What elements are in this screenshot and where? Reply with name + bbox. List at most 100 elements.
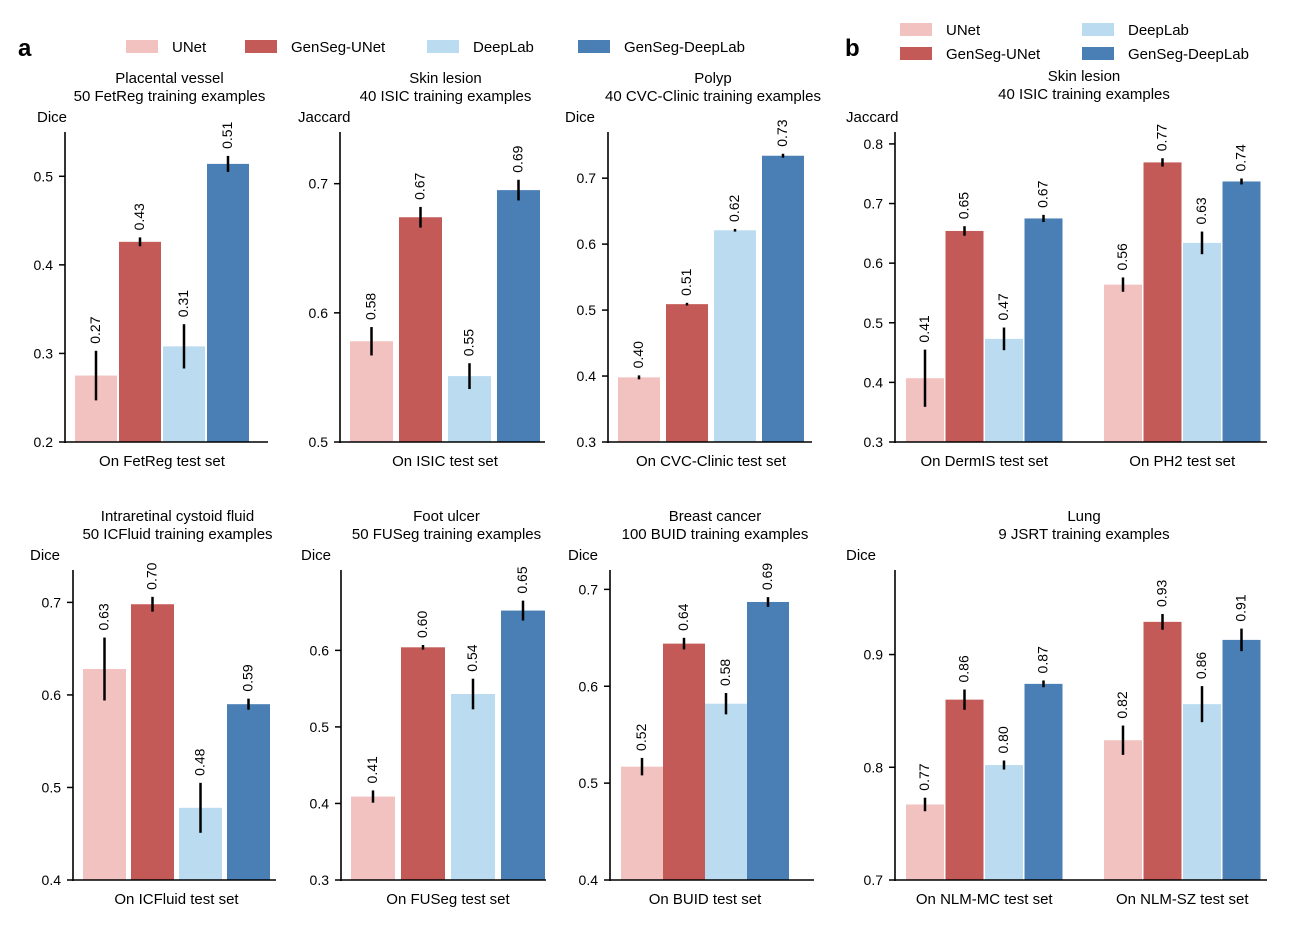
chart-subtitle: 50 FetReg training examples: [74, 88, 266, 105]
y-tick-label: 0.6: [309, 305, 329, 321]
chart-title: Skin lesion: [1048, 68, 1121, 85]
bar-genseg-deeplab: [501, 610, 545, 880]
data-label: 0.86: [1193, 652, 1209, 679]
data-label: 0.65: [956, 192, 972, 219]
data-label: 0.62: [726, 194, 742, 221]
legend-label: DeepLab: [473, 39, 534, 56]
legend-label: GenSeg-UNet: [946, 46, 1041, 63]
y-tick-label: 0.4: [310, 795, 330, 811]
legend-label: UNet: [946, 22, 981, 39]
chart-title: Placental vessel: [115, 70, 223, 87]
y-tick-label: 0.6: [864, 255, 884, 271]
legend-label: DeepLab: [1128, 22, 1189, 39]
bar-deeplab: [985, 765, 1023, 880]
y-axis-label: Dice: [565, 109, 595, 126]
bar-genseg-deeplab: [747, 601, 789, 880]
data-label: 0.41: [916, 315, 932, 342]
data-label: 0.65: [514, 566, 530, 593]
bar-unet: [351, 796, 395, 880]
data-label: 0.51: [219, 121, 235, 148]
data-label: 0.40: [630, 341, 646, 368]
bar-deeplab: [714, 230, 756, 442]
legend-a: UNet GenSeg-UNet DeepLab GenSeg-DeepLab: [126, 39, 745, 56]
data-label: 0.56: [1114, 243, 1130, 270]
legend-swatch: [900, 47, 932, 60]
data-label: 0.43: [131, 203, 147, 230]
chart-title: Polyp: [694, 70, 732, 87]
data-label: 0.74: [1233, 144, 1249, 171]
y-tick-label: 0.5: [577, 302, 597, 318]
x-axis-label: On BUID test set: [649, 891, 762, 908]
bar-genseg-unet: [945, 230, 984, 442]
bar-unet: [83, 669, 126, 880]
data-label: 0.80: [995, 726, 1011, 753]
legend-swatch: [1082, 23, 1114, 36]
panel-letter-b: b: [845, 35, 860, 62]
data-label: 0.69: [759, 563, 775, 590]
chart-title: Breast cancer: [669, 508, 762, 525]
bar-genseg-unet: [666, 304, 708, 442]
panel-letter-a: a: [18, 35, 32, 62]
y-axis-label: Dice: [37, 109, 67, 126]
chart-subtitle: 40 ISIC training examples: [998, 86, 1170, 103]
chart-title: Foot ulcer: [413, 508, 480, 525]
data-label: 0.67: [1035, 180, 1051, 207]
x-axis-label: On NLM-MC test set: [916, 891, 1054, 908]
data-label: 0.48: [192, 748, 208, 775]
y-axis-label: Dice: [846, 547, 876, 564]
data-label: 0.67: [412, 172, 428, 199]
y-tick-label: 0.3: [577, 434, 597, 450]
chart-subtitle: 40 ISIC training examples: [360, 88, 532, 105]
data-label: 0.77: [1154, 124, 1170, 151]
y-tick-label: 0.3: [310, 872, 330, 888]
x-axis-label: On NLM-SZ test set: [1116, 891, 1249, 908]
y-tick-label: 0.5: [579, 775, 599, 791]
chart-title: Intraretinal cystoid fluid: [101, 508, 254, 525]
legend-swatch: [1082, 47, 1114, 60]
data-label: 0.77: [916, 763, 932, 790]
bar-genseg-unet: [401, 647, 445, 880]
y-tick-label: 0.9: [864, 647, 884, 663]
data-label: 0.55: [461, 329, 477, 356]
bar-deeplab: [451, 694, 495, 880]
bar-unet: [1104, 284, 1142, 442]
data-label: 0.27: [87, 316, 103, 343]
bar-deeplab: [1183, 704, 1221, 880]
x-axis-label: On PH2 test set: [1129, 453, 1236, 470]
data-label: 0.70: [144, 562, 160, 589]
y-tick-label: 0.7: [42, 594, 62, 610]
chart-title: Lung: [1067, 508, 1100, 525]
bar-deeplab: [985, 338, 1023, 442]
bar-genseg-deeplab: [762, 155, 804, 442]
bar-unet: [618, 377, 660, 442]
y-tick-label: 0.6: [577, 236, 597, 252]
data-label: 0.63: [96, 603, 112, 630]
data-label: 0.59: [240, 664, 256, 691]
bar-genseg-unet: [119, 241, 161, 442]
chart-subtitle: 9 JSRT training examples: [998, 526, 1169, 543]
bar-genseg-deeplab: [1222, 639, 1261, 880]
y-axis-label: Jaccard: [846, 109, 899, 126]
legend-swatch: [245, 40, 277, 53]
legend-swatch: [578, 40, 610, 53]
bar-deeplab: [705, 703, 747, 880]
y-tick-label: 0.4: [577, 368, 597, 384]
data-label: 0.58: [363, 293, 379, 320]
data-label: 0.63: [1193, 197, 1209, 224]
y-tick-label: 0.7: [579, 581, 599, 597]
y-tick-label: 0.8: [864, 136, 884, 152]
legend-swatch: [126, 40, 158, 53]
bar-genseg-unet: [663, 643, 705, 880]
bar-genseg-unet: [399, 217, 442, 442]
bar-genseg-deeplab: [497, 190, 540, 442]
data-label: 0.52: [633, 723, 649, 750]
x-axis-label: On FUSeg test set: [386, 891, 510, 908]
bar-genseg-unet: [1143, 162, 1182, 442]
y-tick-label: 0.5: [864, 315, 884, 331]
x-axis-label: On ICFluid test set: [114, 891, 239, 908]
legend-label: GenSeg-DeepLab: [624, 39, 745, 56]
